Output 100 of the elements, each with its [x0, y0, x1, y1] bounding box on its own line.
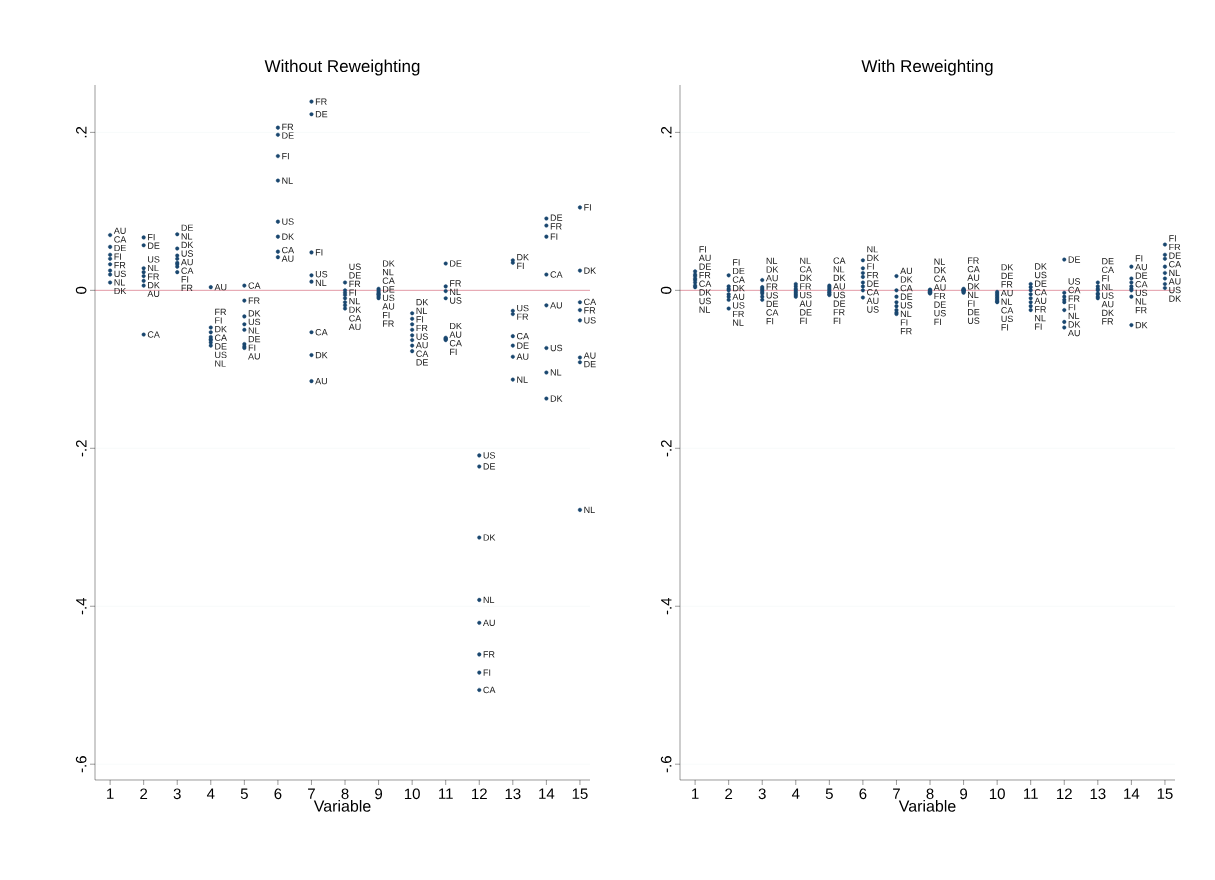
text: DK: [766, 266, 779, 273]
text: DK: [800, 274, 812, 282]
series-label: DE: [315, 111, 328, 118]
text: DE: [800, 309, 812, 316]
text: AU: [113, 227, 126, 234]
text: NL: [699, 306, 711, 313]
text: CA: [766, 309, 779, 316]
text: AU: [1135, 263, 1147, 271]
x-tick-label: 4: [791, 788, 800, 799]
text: FR: [550, 223, 562, 230]
text: DK: [550, 395, 563, 402]
text: DE: [1135, 272, 1148, 279]
text: DK: [1102, 309, 1114, 316]
text: FI: [867, 263, 874, 270]
text: FR: [181, 284, 193, 292]
text: FI: [148, 233, 155, 241]
text: CA: [900, 284, 913, 292]
text: CA: [867, 289, 880, 296]
text: FI: [215, 317, 222, 324]
text: US: [967, 317, 980, 324]
text: DE: [215, 343, 227, 350]
text: NL: [517, 376, 528, 383]
x-tick-label: 9: [960, 788, 968, 800]
x-tick-label: 10: [404, 788, 420, 800]
text: DE: [968, 309, 980, 316]
text: FI: [114, 253, 121, 260]
text: CA: [181, 267, 194, 274]
x-tick-label: 13: [1090, 788, 1106, 800]
chart-title: With Reweighting: [861, 59, 993, 76]
text: DE: [833, 300, 846, 307]
text: DE: [148, 242, 160, 249]
y-tick-label: -.2: [76, 440, 87, 457]
text: FR: [800, 283, 812, 290]
x-tick-label: 3: [173, 788, 181, 800]
text: CA: [584, 298, 597, 306]
text: FR: [867, 271, 879, 279]
text: FR: [450, 280, 461, 287]
text: NL: [349, 298, 360, 305]
text: AU: [248, 353, 260, 360]
x-tick-label: 6: [859, 788, 867, 800]
text: DE: [1001, 272, 1013, 279]
text: NL: [1001, 298, 1013, 305]
text: DK: [517, 254, 529, 261]
text: AU: [482, 619, 495, 626]
x-tick-label: 10: [989, 788, 1005, 800]
series-label: NL: [1169, 269, 1180, 276]
text: DK: [248, 310, 261, 317]
text: AU: [382, 303, 395, 310]
text: FI: [934, 318, 941, 325]
text: DK: [1068, 321, 1081, 328]
text: FI: [800, 317, 807, 325]
text: NL: [1102, 283, 1113, 291]
x-tick-label: 2: [725, 788, 733, 799]
text: AU: [933, 284, 946, 291]
text: FI: [900, 319, 908, 326]
text: US: [483, 452, 496, 459]
text: AU: [550, 302, 562, 309]
text: DE: [483, 463, 496, 470]
series-label: US: [800, 291, 812, 299]
text: AU: [180, 259, 193, 266]
text: AU: [449, 331, 462, 338]
series-label: AU: [1168, 278, 1181, 285]
text: CA: [1034, 289, 1047, 296]
text: FI: [766, 318, 774, 325]
text: FR: [215, 308, 227, 316]
text: FI: [517, 262, 524, 269]
text: US: [699, 297, 711, 305]
text: CA: [349, 315, 362, 322]
text: FI: [416, 316, 424, 323]
text: NL: [550, 369, 562, 376]
text: FI: [1169, 235, 1176, 242]
text: US: [900, 302, 913, 309]
text: AU: [147, 290, 160, 297]
text: NL: [1068, 312, 1080, 319]
text: FR: [148, 273, 159, 280]
text: AU: [833, 283, 845, 290]
text: US: [1135, 289, 1148, 297]
x-tick-label: 6: [274, 788, 282, 800]
series-label: US: [550, 344, 563, 352]
text: FI: [181, 276, 189, 283]
x-tick-label: 8: [926, 788, 934, 800]
text: CA: [315, 329, 328, 336]
text: FR: [282, 123, 294, 130]
text: FR: [483, 651, 495, 658]
text: NL: [733, 319, 744, 326]
text: FI: [383, 311, 390, 319]
text: DK: [148, 282, 160, 289]
text: CA: [248, 282, 261, 289]
text: FR: [584, 307, 596, 314]
text: NL: [1135, 298, 1147, 305]
text: US: [1035, 271, 1047, 279]
text: DK: [215, 326, 227, 333]
text: FI: [450, 348, 457, 355]
text: DE: [1102, 258, 1114, 265]
text: CA: [967, 265, 980, 273]
text: FI: [733, 259, 740, 266]
text: CA: [833, 257, 846, 264]
text: DE: [450, 260, 462, 267]
text: AU: [732, 293, 745, 300]
text: FI: [1102, 275, 1109, 282]
